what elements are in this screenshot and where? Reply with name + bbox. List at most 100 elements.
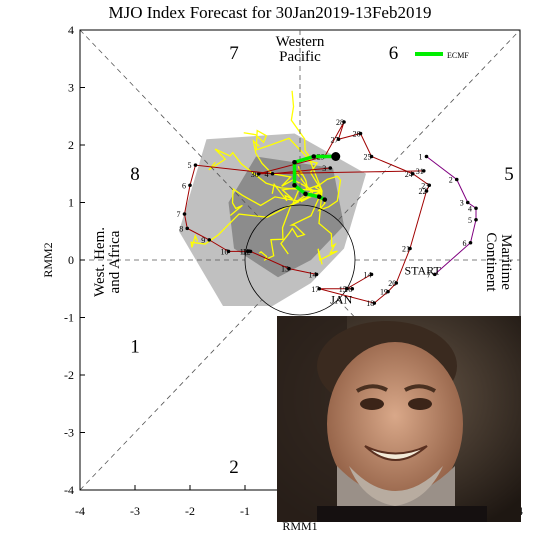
observed-jan-day-label: 4 xyxy=(265,170,269,179)
observed-jan-point xyxy=(328,166,333,170)
observed-red-point xyxy=(421,169,426,173)
observed-red-point xyxy=(344,286,349,291)
observed-red-point xyxy=(369,154,374,159)
x-axis-label: RMM1 xyxy=(282,519,317,533)
x-tick-label: -4 xyxy=(75,504,85,518)
diagonal-line xyxy=(338,29,521,221)
observed-jan-day-label: 5 xyxy=(188,161,192,170)
observed-jan-day-label: 12 xyxy=(243,247,251,256)
observed-purple-point xyxy=(432,272,437,277)
observed-purple-day-label: 6 xyxy=(463,239,467,248)
observed-jan-day-label: 10 xyxy=(221,247,229,256)
diagonal-line xyxy=(79,299,262,491)
observed-red-point xyxy=(408,246,412,251)
y-tick-label: -2 xyxy=(64,368,74,382)
ensemble-member-line xyxy=(271,182,323,207)
x-tick-label: -1 xyxy=(240,504,250,518)
phase-label: 5 xyxy=(504,164,514,185)
y-tick-label: 0 xyxy=(68,253,74,267)
observed-red-day-label: 15 xyxy=(339,285,347,294)
observed-red-day-label: 20 xyxy=(388,279,396,288)
observed-red-point xyxy=(369,272,374,277)
y-tick-label: -4 xyxy=(64,483,74,497)
observed-jan-point xyxy=(226,249,231,254)
observed-red-day-label: 16 xyxy=(344,285,352,294)
observed-purple-point xyxy=(474,217,478,222)
observed-red-day-label: 19 xyxy=(380,288,388,297)
y-tick-label: 2 xyxy=(68,138,74,152)
phase-label: 8 xyxy=(130,164,140,185)
ensemble-member-line xyxy=(252,139,323,192)
y-tick-label: 3 xyxy=(68,81,74,95)
x-tick-label: -3 xyxy=(130,504,140,518)
observed-jan-point xyxy=(193,163,198,167)
forecast-point xyxy=(311,154,317,159)
observed-purple-day-label: 4 xyxy=(468,204,472,213)
observed-red-point xyxy=(317,286,322,291)
observed-purple-day-label: 2 xyxy=(449,176,453,185)
unit-circle xyxy=(244,204,356,316)
observed-purple-day-label: 1 xyxy=(419,153,423,162)
region-label-top: Western xyxy=(276,34,325,50)
observed-jan-day-label: 8 xyxy=(179,224,183,233)
observed-jan-point xyxy=(185,226,190,231)
observed-purple-point xyxy=(424,154,429,159)
y-tick-label: 1 xyxy=(68,196,74,210)
y-tick-label: 4 xyxy=(68,23,74,37)
forecast-point xyxy=(316,194,322,200)
ensemble-member-line xyxy=(229,187,323,217)
forecast-point xyxy=(292,159,297,165)
observed-jan-point xyxy=(287,266,291,271)
observed-red-day-label: 17 xyxy=(311,285,319,294)
jan-annotation: JAN xyxy=(330,292,352,306)
observed-red-point xyxy=(394,281,399,285)
forecast-point xyxy=(292,182,297,188)
y-tick-label: -3 xyxy=(64,426,74,440)
forecast-point xyxy=(303,191,308,197)
plot-area: -4-3-2-101234-4-3-2-101234126785WesternP… xyxy=(64,23,523,518)
forecast-start-point xyxy=(331,152,341,161)
smiling-man-image xyxy=(277,316,521,522)
observed-red-day-label: 27 xyxy=(331,135,339,144)
ensemble-member-line xyxy=(314,175,342,212)
observed-purple-day-label: 3 xyxy=(460,199,464,208)
ensemble-member-line xyxy=(190,190,323,248)
region-label-right: Continent xyxy=(483,232,499,292)
observed-red-day-label: 30 xyxy=(251,170,259,179)
chart-title: MJO Index Forecast for 30Jan2019-13Feb20… xyxy=(109,3,432,22)
observed-jan-day-label: 13 xyxy=(281,265,289,274)
ensemble-member-line xyxy=(243,129,323,192)
forecast-point xyxy=(322,197,328,202)
reaction-photo xyxy=(277,316,521,522)
observed-red-line xyxy=(258,121,430,304)
observed-red-point xyxy=(336,137,341,142)
phase-label: 2 xyxy=(229,457,239,478)
region-label-left: and Africa xyxy=(107,230,123,293)
observed-jan-line xyxy=(183,164,331,275)
observed-red-day-label: 31 xyxy=(416,167,424,176)
observed-red-point xyxy=(427,183,432,188)
observed-red-day-label: 14 xyxy=(364,270,372,279)
phase-label: 6 xyxy=(389,43,399,64)
phase-label: 7 xyxy=(229,43,239,64)
ensemble-member-line xyxy=(290,90,323,192)
observed-red-point xyxy=(386,289,390,294)
observed-red-day-label: 21 xyxy=(402,245,410,254)
ensemble-member-line xyxy=(317,190,338,265)
region-label-right: Maritime xyxy=(498,234,514,290)
start-annotation: START xyxy=(405,264,442,278)
observed-red-point xyxy=(358,131,363,136)
phase-label: 1 xyxy=(130,336,140,357)
region-label-top: Pacific xyxy=(279,49,321,65)
observed-jan-day-label: 7 xyxy=(177,210,181,219)
observed-jan-point xyxy=(245,249,250,254)
observed-purple-point xyxy=(465,200,470,205)
observed-red-point xyxy=(424,189,429,193)
observed-red-point xyxy=(410,171,415,176)
observed-red-day-label: 25 xyxy=(364,153,372,162)
x-tick-label: -2 xyxy=(185,504,195,518)
observed-jan-point xyxy=(207,238,212,242)
observed-red-day-label: 26 xyxy=(353,130,361,139)
observed-jan-point xyxy=(248,249,253,254)
ensemble-member-line xyxy=(208,148,323,192)
